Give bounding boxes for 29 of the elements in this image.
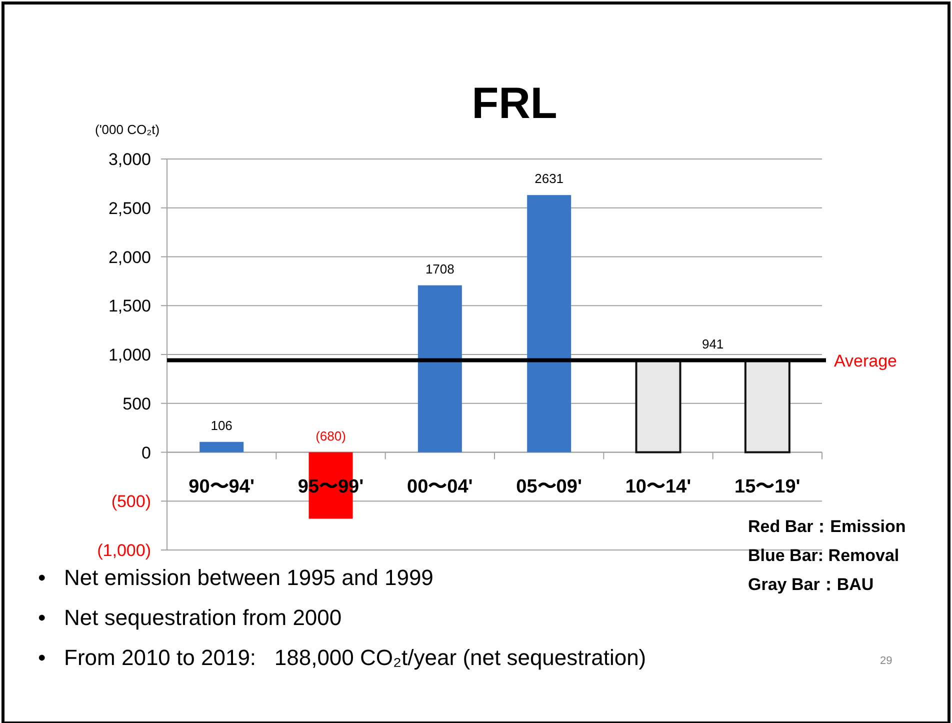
chart-title: FRL [472, 79, 558, 128]
y-tick-label: 1,000 [108, 346, 151, 364]
y-tick-label: 500 [122, 394, 151, 414]
x-tick-label: 00〜04' [407, 476, 473, 498]
y-tick-label: (500) [111, 492, 151, 512]
y-axis-title: ('000 CO₂t) [95, 122, 160, 137]
text: • From 2010 to 2019: 188,000 CO₂t/year (net sequestration) [38, 645, 646, 670]
annotation: 941 [702, 336, 724, 352]
data-label: 1708 [425, 261, 454, 276]
text: 29 [880, 655, 892, 667]
x-tick-label: 05〜09' [516, 476, 582, 498]
y-tick-label: 0 [142, 443, 151, 462]
x-tick-label: 10〜14' [625, 476, 692, 498]
annotation: Red Bar：Emission [748, 517, 906, 536]
text: Gray Bar：BAU [748, 575, 874, 594]
y-tick-label: 1,500 [108, 296, 151, 316]
text: • Net emission between 1995 and 1999 [38, 565, 434, 590]
y-tick-label: 2,500 [108, 198, 151, 218]
data-label: 106 [210, 418, 232, 433]
y-tick-label: 2,000 [108, 248, 151, 267]
data-label: 2631 [534, 171, 564, 186]
x-tick-label: 15〜19' [734, 476, 800, 498]
y-tick-label: 3,000 [108, 150, 151, 169]
annotation: Blue Bar: Removal [748, 546, 900, 565]
ref-line-label: Average [834, 351, 898, 370]
x-tick-label: 90〜94' [188, 476, 254, 498]
data-label: (680) [316, 428, 346, 444]
y-tick-label: (1,000) [97, 541, 151, 560]
text: • Net sequestration from 2000 [38, 605, 342, 630]
